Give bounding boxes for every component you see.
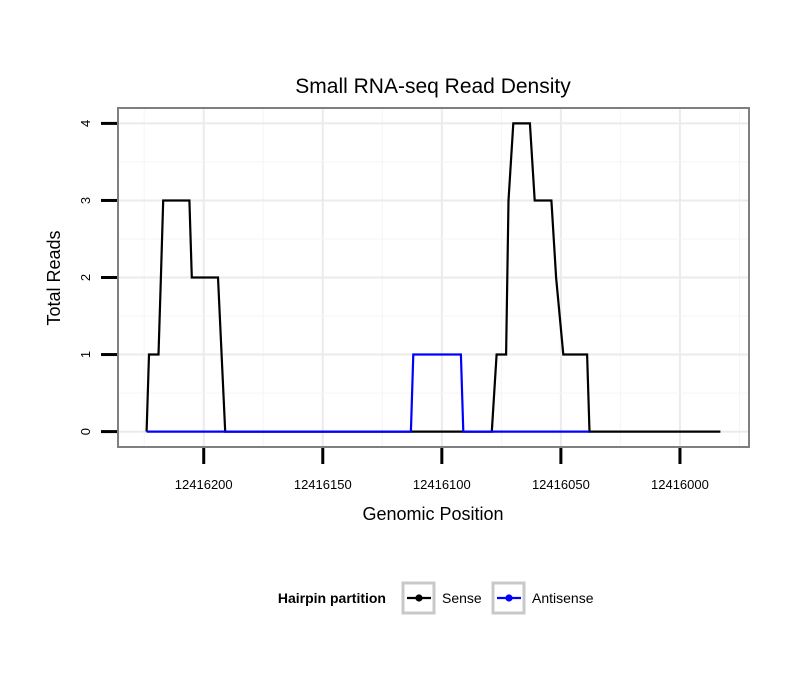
y-tick-label: 2 [78,274,93,281]
legend-label-sense: Sense [442,590,482,606]
x-tick-label: 12416050 [532,477,590,492]
legend-label-antisense: Antisense [532,590,594,606]
legend-key-dot [415,594,423,602]
series-line-antisense [146,353,590,433]
y-tick-label: 4 [78,120,93,127]
x-axis: 12416200 12416150 12416100 12416050 12416000 [175,448,709,492]
legend-keys: Sense Antisense [401,581,594,615]
legend: Hairpin partition Sense Antisense [278,581,594,615]
legend-key-dot [505,594,513,602]
legend-entry-sense: Sense [401,581,482,615]
y-tick-label: 0 [78,428,93,435]
x-tick-label: 12416150 [294,477,352,492]
x-tick-label: 12416100 [413,477,471,492]
x-axis-label: Genomic Position [362,504,503,524]
series-line-sense [145,122,721,433]
x-tick-label: 12416200 [175,477,233,492]
x-tick-label: 12416000 [651,477,709,492]
plot-panel-border [117,107,750,448]
legend-entry-antisense: Antisense [491,581,594,615]
series-lines [145,122,721,433]
chart-title: Small RNA-seq Read Density [295,75,571,98]
y-axis-label: Total Reads [44,230,64,325]
y-tick-label: 3 [78,197,93,204]
y-axis: 0 1 2 3 4 [78,120,117,435]
y-tick-label: 1 [78,351,93,358]
legend-title: Hairpin partition [278,590,386,606]
